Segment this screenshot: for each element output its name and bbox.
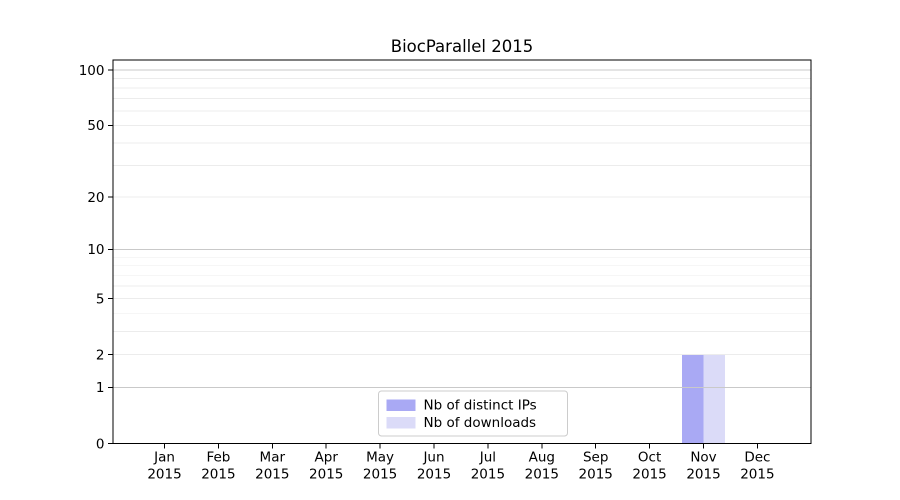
bar-nb-of-distinct-ips-nov-2015 [682, 354, 704, 444]
legend-swatch-nb-of-downloads [386, 417, 416, 429]
y-tick-label-1: 1 [96, 380, 105, 396]
y-tick-label-2: 2 [96, 347, 105, 363]
y-tick-label-10: 10 [87, 242, 104, 258]
y-axis: 0 1 2 5 10 20 50 100 [79, 63, 113, 452]
x-tick-label-feb-2015: Feb 2015 [201, 450, 235, 483]
x-tick-label-jan-2015: Jan 2015 [147, 450, 181, 483]
y-tick-label-100: 100 [79, 63, 105, 79]
x-tick-label-may-2015: May 2015 [363, 450, 397, 483]
legend-swatch-nb-of-distinct-ips [386, 399, 416, 411]
y-tick-label-20: 20 [87, 190, 104, 206]
legend-label-nb-of-downloads: Nb of downloads [424, 415, 537, 431]
x-tick-label-dec-2015: Dec 2015 [740, 450, 774, 483]
bars-layer [682, 354, 725, 444]
x-tick-label-apr-2015: Apr 2015 [309, 450, 343, 483]
chart-title: BiocParallel 2015 [391, 37, 533, 56]
x-tick-label-jun-2015: Jun 2015 [417, 450, 451, 483]
bar-nb-of-downloads-nov-2015 [703, 354, 725, 444]
plot-area-spines [112, 59, 812, 445]
gridlines-layer [113, 69, 811, 388]
y-tick-label-0: 0 [96, 436, 105, 452]
legend-label-nb-of-distinct-ips: Nb of distinct IPs [424, 398, 537, 414]
x-tick-label-aug-2015: Aug 2015 [525, 450, 559, 483]
legend-box [378, 390, 568, 437]
x-tick-label-jul-2015: Jul 2015 [471, 450, 505, 483]
x-axis: Jan 2015 Feb 2015 Mar 2015 Apr 2015 May 2015 Jun 20… [147, 443, 775, 483]
x-tick-label-oct-2015: Oct 2015 [632, 450, 666, 483]
y-tick-label-50: 50 [87, 118, 104, 134]
y-tick-label-5: 5 [96, 291, 105, 307]
x-tick-label-mar-2015: Mar 2015 [255, 450, 289, 483]
x-tick-label-sep-2015: Sep 2015 [579, 450, 613, 483]
x-tick-label-nov-2015: Nov 2015 [686, 450, 720, 483]
